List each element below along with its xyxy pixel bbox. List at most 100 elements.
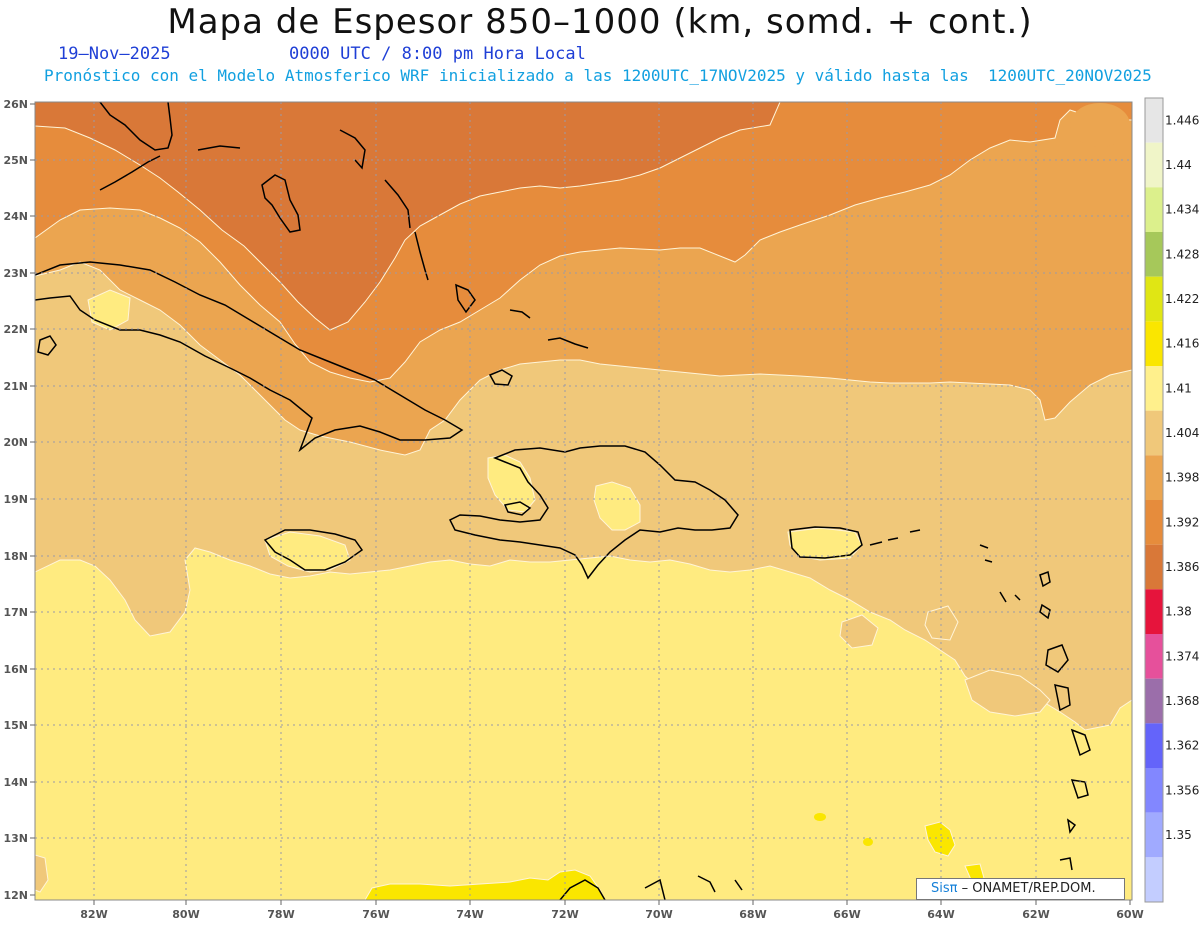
colorbar-swatch <box>1145 98 1163 143</box>
patch-jamaica <box>264 531 351 573</box>
coast-st-lucia <box>1054 684 1071 712</box>
longitude-axis: 82W 80W 78W 76W 74W 72W 70W 68W 66W 64W 62W 60W <box>80 900 1144 921</box>
colorbar-level-label: 1.374 <box>1165 649 1199 663</box>
coast-virgin-islands <box>869 529 921 546</box>
coast-bahamas-long <box>414 231 429 281</box>
colorbar-swatch <box>1145 678 1163 724</box>
coast-aruba <box>644 878 666 900</box>
band-1.416-patch-4 <box>863 838 873 846</box>
colorbar-swatch <box>1145 232 1163 277</box>
coast-martinique <box>1045 644 1069 673</box>
lat-tick-label: 20N <box>3 436 28 449</box>
lat-tick-label: 21N <box>3 380 28 393</box>
colorbar-swatch <box>1145 634 1163 679</box>
coast-isla-juventud <box>37 335 57 356</box>
patch-right-top <box>1070 103 1130 147</box>
sispi-brand: Sisπ <box>931 881 958 896</box>
coast-bahamas-eleuthera <box>384 179 411 229</box>
lat-tick-label: 15N <box>3 719 28 732</box>
colorbar-swatch <box>1145 723 1163 768</box>
colorbar-level-label: 1.386 <box>1165 560 1199 574</box>
map-frame <box>34 101 1133 901</box>
coast-st-vincent <box>1070 728 1091 757</box>
patch-dominican-center <box>593 481 641 531</box>
coast-bahamas-grand <box>197 145 241 151</box>
lon-tick-label: 72W <box>551 908 578 921</box>
patch-cuba-east <box>87 289 131 331</box>
colorbar-swatch <box>1145 276 1163 322</box>
coast-turks <box>509 309 531 319</box>
lon-tick-label: 80W <box>172 908 199 921</box>
coast-caicos <box>547 337 589 349</box>
colorbar-level-label: 1.35 <box>1165 828 1192 842</box>
lat-tick-label: 22N <box>3 323 28 336</box>
colorbar-level-label: 1.398 <box>1165 471 1199 485</box>
coast-lesser-antilles-1 <box>979 544 1021 603</box>
colorbar-level-label: 1.44 <box>1165 158 1192 172</box>
map-title: Mapa de Espesor 850–1000 (km, somd. + co… <box>167 2 1033 42</box>
colorbar-swatch <box>1145 455 1163 500</box>
coast-florida <box>99 102 173 151</box>
lon-tick-label: 76W <box>362 908 389 921</box>
colorbar-swatch <box>1145 142 1163 188</box>
coast-cuba <box>35 261 464 453</box>
colorbar-level-label: 1.422 <box>1165 292 1199 306</box>
coastlines <box>35 102 1091 900</box>
lon-tick-label: 62W <box>1022 908 1049 921</box>
lon-tick-label: 78W <box>267 908 294 921</box>
lat-tick-label: 16N <box>3 663 28 676</box>
lat-tick-label: 18N <box>3 550 28 563</box>
coast-colombia <box>559 879 606 900</box>
coast-trinidad <box>1059 857 1073 871</box>
coast-bonaire <box>734 879 743 891</box>
lon-tick-label: 64W <box>927 908 954 921</box>
lat-tick-label: 13N <box>3 832 28 845</box>
coast-tobago <box>1066 818 1077 834</box>
model-description: Pronóstico con el Modelo Atmosferico WRF… <box>44 66 1152 85</box>
colorbar-level-label: 1.446 <box>1165 113 1199 127</box>
colorbar-swatch <box>1145 812 1163 858</box>
colorbar-swatch <box>1145 500 1163 545</box>
patch-south-tan-1 <box>964 669 1051 717</box>
lat-tick-label: 17N <box>3 606 28 619</box>
colorbar-swatch <box>1145 544 1163 590</box>
colorbar-swatch <box>1145 410 1163 456</box>
coast-dominica <box>1039 603 1051 620</box>
colorbar-level-label: 1.356 <box>1165 783 1199 797</box>
lat-tick-label: 12N <box>3 889 28 902</box>
lat-tick-label: 24N <box>3 210 28 223</box>
lon-tick-label: 66W <box>833 908 860 921</box>
colorbar-level-label: 1.38 <box>1165 605 1192 619</box>
colorbar-swatch <box>1145 321 1163 366</box>
lon-tick-label: 70W <box>645 908 672 921</box>
forecast-date: 19–Nov–2025 <box>58 44 171 64</box>
colorbar-level-label: 1.368 <box>1165 694 1199 708</box>
colorbar-level-label: 1.434 <box>1165 203 1199 217</box>
map-grid <box>35 102 1132 900</box>
colorbar-swatch <box>1145 768 1163 813</box>
lat-tick-label: 19N <box>3 493 28 506</box>
band-1.416-patch-3 <box>814 813 826 821</box>
onamet-org: – ONAMET/REP.DOM. <box>961 881 1096 896</box>
band-1.416-1.422-south <box>364 869 606 900</box>
colorbar-level-label: 1.428 <box>1165 247 1199 261</box>
colorbar-swatch <box>1145 589 1163 634</box>
lat-tick-label: 23N <box>3 267 28 280</box>
coast-guadeloupe <box>1039 570 1051 588</box>
lat-tick-label: 26N <box>3 98 28 111</box>
colorbar-level-label: 1.404 <box>1165 426 1199 440</box>
coast-florida-keys <box>99 155 161 191</box>
patch-south-tan-2 <box>839 614 879 649</box>
colorbar-swatch <box>1145 857 1163 902</box>
colorbar-level-label: 1.41 <box>1165 381 1192 395</box>
colorbar-level-label: 1.392 <box>1165 515 1199 529</box>
colorbar-swatch <box>1145 366 1163 411</box>
coast-puerto-rico <box>789 526 863 559</box>
colorbar-level-label: 1.362 <box>1165 739 1199 753</box>
coast-bahamas-abaco <box>339 129 366 170</box>
coast-gonave <box>503 501 532 516</box>
lat-tick-label: 14N <box>3 776 28 789</box>
patch-south-tan-3 <box>924 605 959 641</box>
lon-tick-label: 68W <box>739 908 766 921</box>
